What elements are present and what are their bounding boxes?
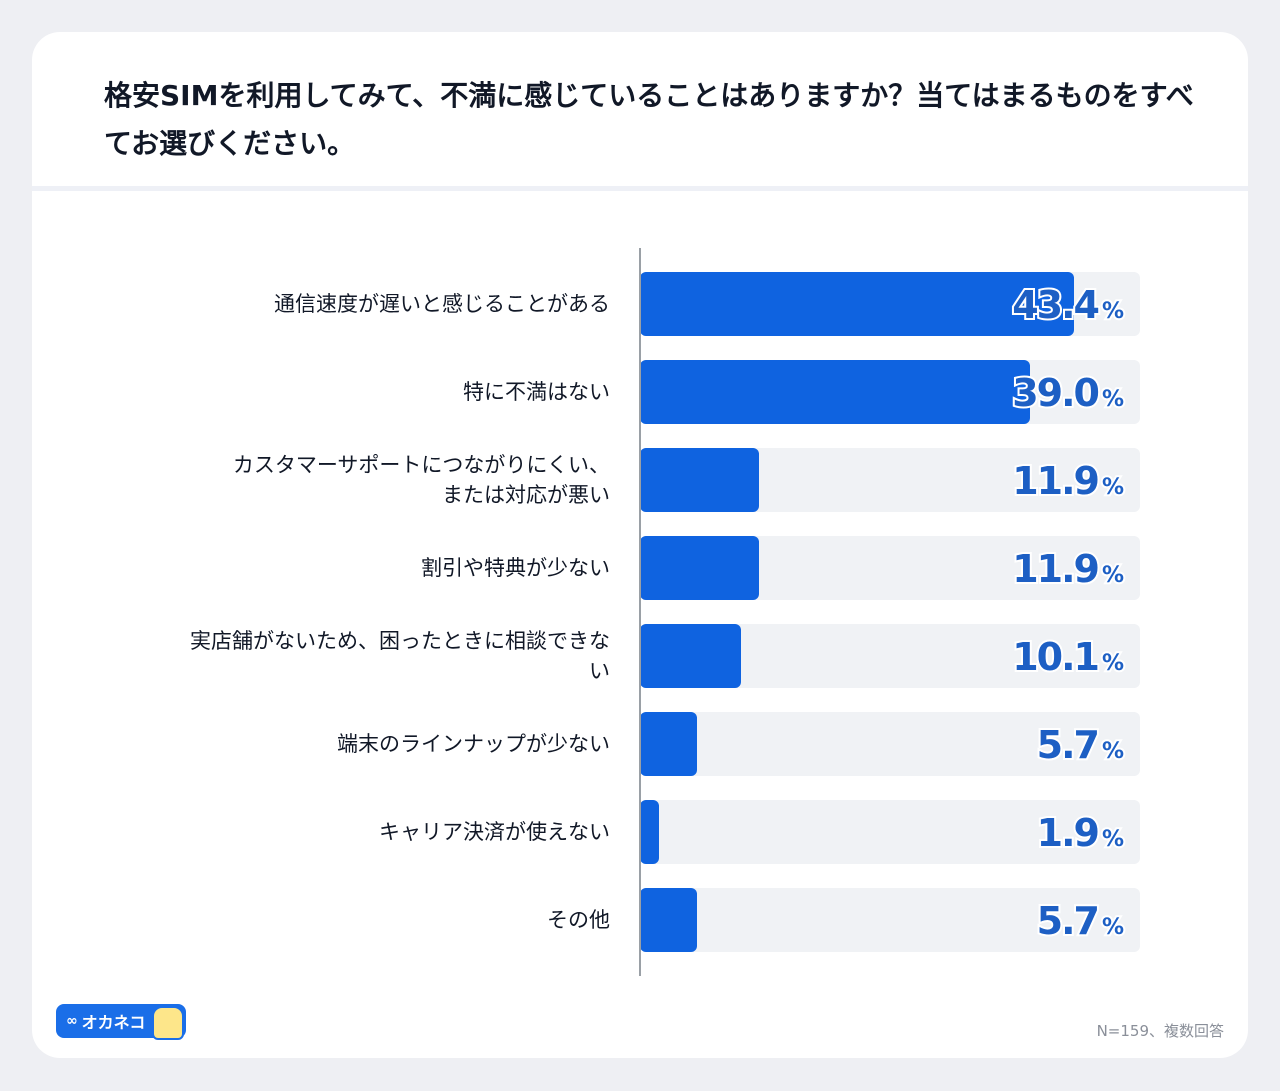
value-label: 5.7% bbox=[1037, 899, 1124, 943]
bar-track bbox=[640, 712, 1140, 776]
bar bbox=[640, 536, 759, 600]
okaneko-logo: ∞ オカネコ bbox=[56, 1004, 186, 1040]
category-label: 特に不満はない bbox=[463, 380, 610, 404]
sample-note: N=159、複数回答 bbox=[1096, 1022, 1224, 1040]
category-label: カスタマーサポートにつながりにくい、 または対応が悪い bbox=[232, 453, 610, 507]
bar bbox=[640, 800, 659, 864]
category-label: その他 bbox=[547, 908, 610, 932]
value-label: 11.9% bbox=[1012, 547, 1124, 591]
category-label: 端末のラインナップが少ない bbox=[337, 732, 610, 756]
value-label: 43.4% bbox=[1012, 283, 1124, 327]
title-divider bbox=[32, 186, 1248, 191]
bar bbox=[640, 712, 697, 776]
bar bbox=[640, 360, 1030, 424]
bar bbox=[640, 888, 697, 952]
category-label: 割引や特典が少ない bbox=[421, 556, 610, 580]
value-label: 11.9% bbox=[1012, 459, 1124, 503]
chart-title: 格安SIMを利用してみて、不満に感じていることはありますか？当てはまるものをすべ… bbox=[104, 79, 1194, 160]
chart-card: 格安SIMを利用してみて、不満に感じていることはありますか？当てはまるものをすべ… bbox=[32, 32, 1248, 1058]
bar bbox=[640, 272, 1074, 336]
value-label: 5.7% bbox=[1037, 723, 1124, 767]
category-label: キャリア決済が使えない bbox=[379, 820, 610, 844]
bar bbox=[640, 448, 759, 512]
infinity-icon: ∞ bbox=[66, 1013, 78, 1029]
cat-mascot-icon bbox=[152, 1006, 184, 1040]
bar bbox=[640, 624, 741, 688]
bar-track bbox=[640, 624, 1140, 688]
bar-track bbox=[640, 888, 1140, 952]
bar-track bbox=[640, 448, 1140, 512]
logo-text: オカネコ bbox=[81, 1013, 146, 1032]
value-label: 39.0% bbox=[1012, 371, 1124, 415]
bar-track bbox=[640, 536, 1140, 600]
category-label: 実店舗がないため、困ったときに相談できない bbox=[190, 629, 610, 683]
category-label: 通信速度が遅いと感じることがある bbox=[274, 292, 610, 316]
bar-track bbox=[640, 800, 1140, 864]
bar-chart: 43.4 % 39.0 % 11.9 % 11.9 % 10.1 % 5.7 % 1.9 % 5.7% bbox=[639, 248, 1140, 976]
value-label: 10.1% bbox=[1012, 635, 1124, 679]
value-label: 1.9% bbox=[1037, 811, 1124, 855]
